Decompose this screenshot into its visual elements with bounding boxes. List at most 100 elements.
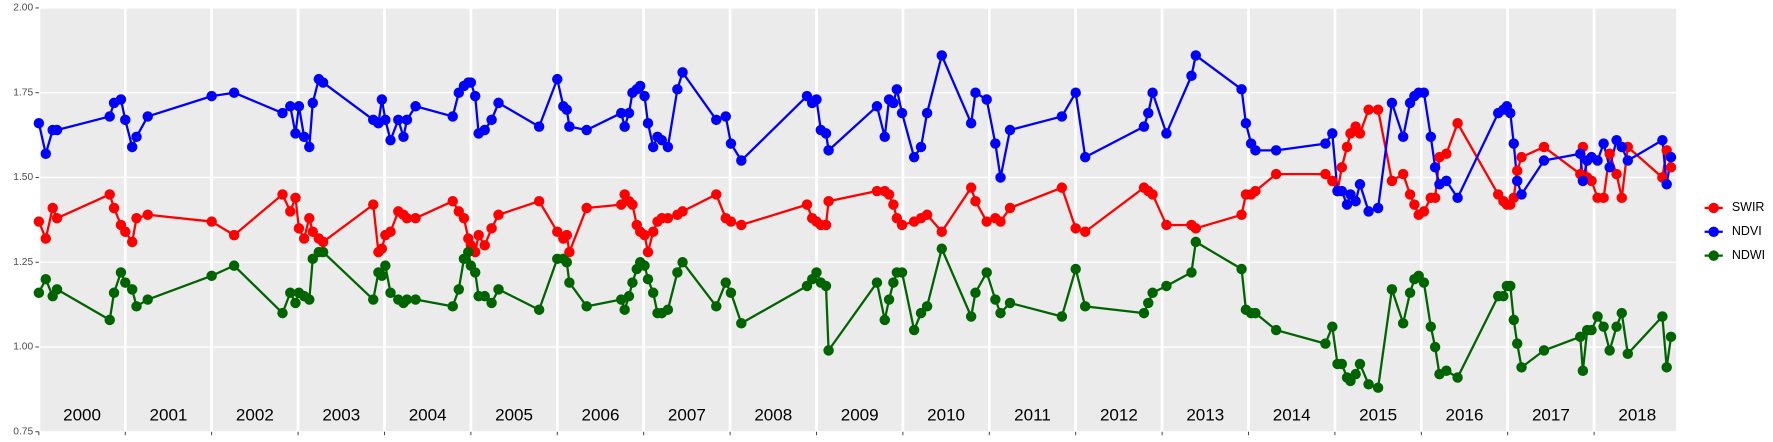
point	[298, 131, 310, 143]
legend-label: NDVI	[1732, 224, 1762, 238]
point	[871, 101, 883, 112]
point	[888, 199, 899, 210]
point	[1161, 128, 1172, 139]
point	[1505, 107, 1516, 119]
point	[1004, 297, 1016, 309]
year-label: 2012	[1100, 405, 1138, 424]
point	[393, 114, 404, 126]
point	[533, 195, 545, 207]
point	[40, 273, 51, 285]
point	[820, 128, 832, 139]
point	[1236, 84, 1247, 95]
point	[453, 284, 465, 295]
point	[820, 280, 832, 292]
point	[1070, 263, 1081, 275]
point	[619, 304, 630, 315]
point	[1452, 372, 1463, 383]
plot-background	[38, 7, 1677, 432]
point	[410, 212, 421, 224]
point	[1538, 141, 1550, 153]
point	[888, 277, 899, 288]
legend-swatch	[1708, 202, 1719, 214]
point	[1186, 70, 1197, 81]
point	[33, 118, 45, 129]
point	[1538, 345, 1550, 356]
point	[995, 307, 1006, 319]
point	[820, 219, 832, 231]
point	[368, 294, 379, 305]
point	[1372, 382, 1384, 393]
point	[990, 294, 1001, 305]
point	[1161, 219, 1172, 231]
point	[385, 287, 396, 298]
point	[317, 246, 329, 258]
point	[380, 260, 391, 271]
point	[447, 301, 458, 312]
point	[1250, 185, 1261, 197]
point	[656, 134, 668, 146]
point	[398, 131, 409, 143]
point	[642, 273, 654, 285]
point	[493, 97, 504, 109]
point	[970, 287, 981, 298]
point	[1516, 151, 1527, 163]
point	[104, 189, 115, 200]
point	[290, 192, 301, 204]
point	[469, 90, 481, 102]
marks	[33, 50, 1677, 393]
point	[1363, 206, 1374, 217]
point	[120, 277, 131, 288]
point	[1190, 50, 1202, 61]
point	[921, 301, 933, 312]
point	[1665, 162, 1677, 173]
point	[871, 277, 883, 288]
point	[908, 324, 920, 336]
point	[1429, 162, 1441, 173]
point	[1425, 321, 1437, 332]
point	[1622, 348, 1634, 360]
point	[677, 206, 688, 217]
point	[581, 301, 592, 312]
point	[981, 267, 992, 278]
point	[1516, 362, 1527, 373]
point	[823, 145, 834, 156]
point	[473, 229, 484, 241]
point	[1604, 148, 1615, 159]
point	[883, 189, 895, 200]
legend: SWIR NDVI NDWI	[1704, 200, 1765, 262]
point	[1611, 168, 1622, 180]
point	[317, 236, 329, 248]
point	[1270, 145, 1282, 156]
point	[1350, 195, 1361, 207]
year-label: 2014	[1273, 405, 1311, 424]
point	[1598, 192, 1609, 204]
point	[564, 121, 575, 132]
point	[1538, 155, 1550, 166]
point	[285, 287, 296, 298]
point	[1508, 138, 1519, 149]
point	[493, 284, 504, 295]
point	[1320, 138, 1331, 149]
point	[1240, 118, 1252, 129]
point	[677, 67, 688, 78]
point	[1386, 97, 1398, 109]
point	[1418, 206, 1430, 217]
point	[662, 212, 674, 224]
point	[1070, 223, 1081, 234]
point	[552, 226, 563, 237]
point	[1236, 263, 1247, 275]
point	[1004, 202, 1016, 214]
point	[410, 294, 421, 305]
point	[410, 101, 421, 112]
point	[896, 219, 908, 231]
point	[915, 141, 927, 153]
point	[1657, 134, 1668, 146]
point	[1079, 151, 1091, 163]
point	[1354, 128, 1366, 139]
point	[131, 131, 142, 143]
point	[1143, 107, 1154, 119]
point	[647, 287, 659, 298]
point	[285, 206, 296, 217]
point	[120, 226, 131, 237]
point	[142, 209, 153, 221]
